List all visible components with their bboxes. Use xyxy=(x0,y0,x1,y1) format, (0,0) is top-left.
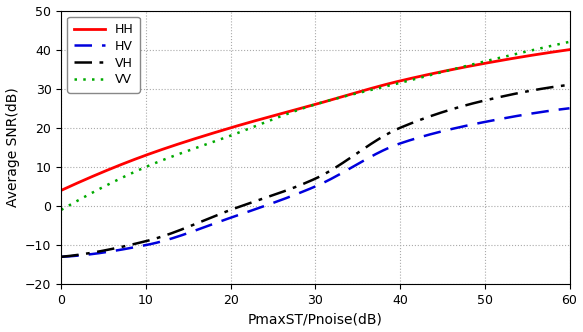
VV xyxy=(287,111,294,115)
HV xyxy=(357,160,364,164)
Line: HH: HH xyxy=(61,50,570,190)
VH xyxy=(397,125,404,129)
VH xyxy=(566,83,573,87)
Legend: HH, HV, VH, VV: HH, HV, VH, VV xyxy=(68,17,140,93)
HH xyxy=(147,151,154,155)
VV xyxy=(397,81,404,85)
HH xyxy=(566,48,573,52)
HV xyxy=(147,242,154,246)
X-axis label: PmaxST/Pnoise(dB): PmaxST/Pnoise(dB) xyxy=(248,312,383,326)
VV xyxy=(357,90,364,94)
VV xyxy=(566,40,573,44)
HV xyxy=(58,255,65,259)
VH xyxy=(147,238,154,242)
HH xyxy=(188,138,195,142)
HH xyxy=(287,109,294,113)
HH xyxy=(440,69,447,73)
HH xyxy=(58,188,65,192)
HH xyxy=(357,89,364,93)
VH xyxy=(58,255,65,259)
VH xyxy=(188,223,195,227)
HV xyxy=(440,129,447,133)
HV xyxy=(397,141,404,145)
VV xyxy=(188,147,195,151)
VV xyxy=(440,70,447,74)
HV xyxy=(188,230,195,234)
VH xyxy=(357,149,364,153)
VH xyxy=(287,187,294,191)
VH xyxy=(440,110,447,114)
Line: VV: VV xyxy=(61,42,570,210)
HV xyxy=(287,194,294,198)
HV xyxy=(566,106,573,110)
VV xyxy=(58,208,65,212)
Line: HV: HV xyxy=(61,108,570,257)
Line: VH: VH xyxy=(61,85,570,257)
VV xyxy=(147,163,154,167)
HH xyxy=(397,79,404,83)
Y-axis label: Average SNR(dB): Average SNR(dB) xyxy=(6,88,20,207)
